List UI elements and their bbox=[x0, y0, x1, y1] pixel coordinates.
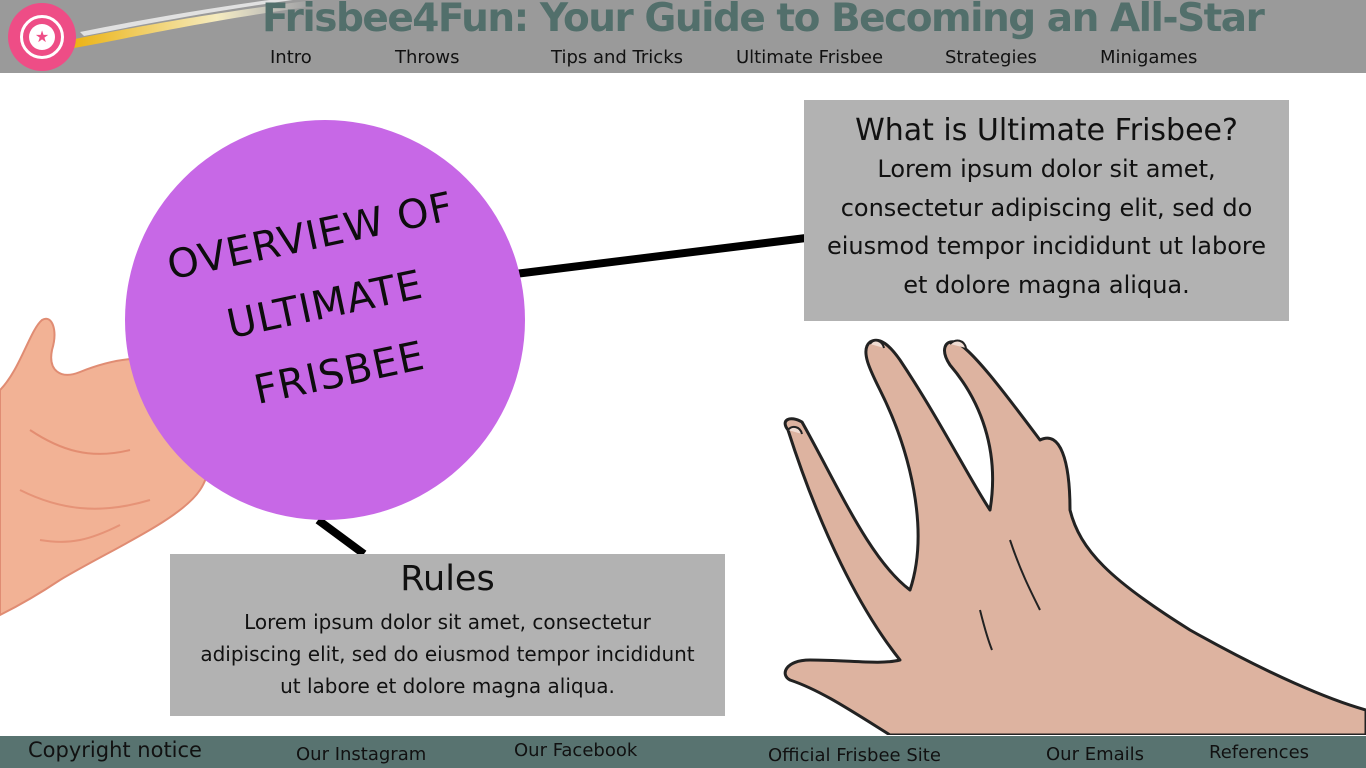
nav-item-minigames[interactable]: Minigames bbox=[1100, 47, 1198, 68]
rules-box: Rules Lorem ipsum dolor sit amet, consec… bbox=[170, 554, 725, 716]
nav-item-ultimate-frisbee[interactable]: Ultimate Frisbee bbox=[736, 47, 884, 68]
footer-copyright: Copyright notice bbox=[28, 738, 202, 762]
nav-item-strategies[interactable]: Strategies bbox=[945, 47, 1037, 68]
rules-heading: Rules bbox=[400, 559, 495, 599]
site-header: ★ Frisbee4Fun: Your Guide to Becoming an… bbox=[0, 0, 1366, 73]
footer-link-emails[interactable]: Our Emails bbox=[1046, 744, 1145, 765]
star-disc-icon: ★ bbox=[29, 24, 55, 50]
light-streak-decoration bbox=[70, 0, 315, 48]
what-is-ultimate-heading: What is Ultimate Frisbee? bbox=[855, 113, 1238, 148]
connector-line-rules bbox=[315, 516, 367, 558]
nav-item-intro[interactable]: Intro bbox=[270, 47, 312, 68]
rules-body: Lorem ipsum dolor sit amet, consectetur … bbox=[200, 610, 695, 698]
overview-circle bbox=[125, 120, 525, 520]
nav-item-throws[interactable]: Throws bbox=[395, 47, 460, 68]
footer-link-instagram[interactable]: Our Instagram bbox=[296, 744, 427, 765]
footer-link-references[interactable]: References bbox=[1209, 742, 1310, 763]
what-is-ultimate-body: Lorem ipsum dolor sit amet, consectetur … bbox=[826, 155, 1267, 299]
footer-link-official-site[interactable]: Official Frisbee Site bbox=[768, 745, 941, 766]
footer-link-facebook[interactable]: Our Facebook bbox=[514, 740, 638, 761]
logo-ring: ★ bbox=[20, 15, 64, 59]
site-title: Frisbee4Fun: Your Guide to Becoming an A… bbox=[262, 0, 1265, 41]
what-is-ultimate-box: What is Ultimate Frisbee? Lorem ipsum do… bbox=[804, 100, 1289, 321]
right-hand-illustration bbox=[783, 338, 1366, 735]
site-footer: Copyright notice Our Instagram Our Faceb… bbox=[0, 736, 1366, 768]
connector-line-what bbox=[514, 234, 807, 278]
site-logo[interactable]: ★ bbox=[8, 3, 76, 71]
nav-item-tips-and-tricks[interactable]: Tips and Tricks bbox=[551, 47, 684, 68]
